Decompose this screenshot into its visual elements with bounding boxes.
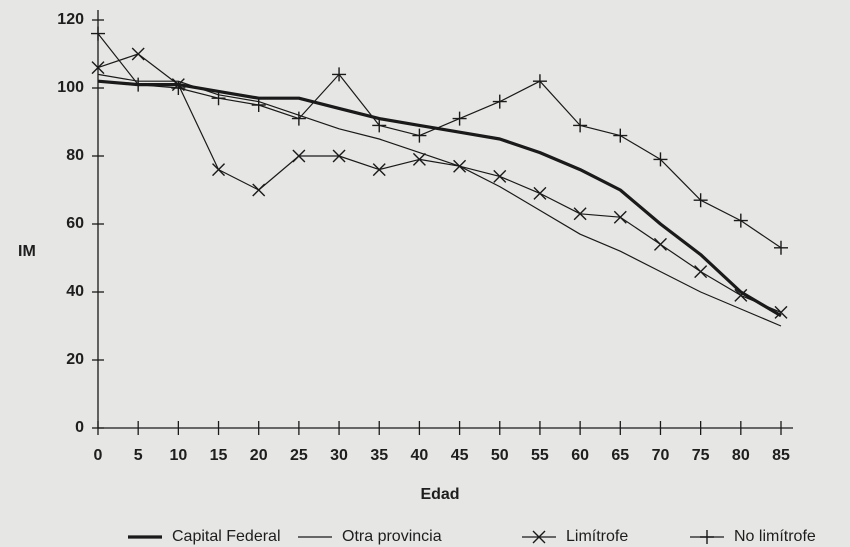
x-tick-label: 20	[250, 447, 268, 464]
y-tick-label: 0	[75, 419, 84, 436]
point-marker	[453, 159, 467, 173]
point-marker	[493, 169, 507, 183]
x-tick-label: 0	[94, 447, 103, 464]
y-tick-label: 100	[57, 79, 84, 96]
x-tick-label: 55	[531, 447, 549, 464]
point-marker	[573, 118, 588, 133]
y-tick-label: 60	[66, 215, 84, 232]
point-marker	[292, 149, 306, 163]
point-marker	[532, 74, 547, 89]
point-marker	[252, 183, 266, 197]
x-tick-label: 40	[411, 447, 429, 464]
series-line	[97, 73, 782, 327]
point-marker	[613, 128, 628, 143]
point-marker	[774, 305, 788, 319]
x-tick-label: 60	[571, 447, 589, 464]
x-tick-label: 35	[370, 447, 388, 464]
point-marker	[694, 265, 708, 279]
point-marker	[332, 67, 347, 82]
x-tick-label: 75	[692, 447, 710, 464]
x-axis-label: Edad	[420, 486, 459, 503]
point-marker	[291, 111, 306, 126]
x-tick-label: 65	[611, 447, 629, 464]
legend-label: Capital Federal	[172, 528, 281, 545]
point-marker	[91, 26, 105, 41]
y-axis-label: IM	[18, 243, 36, 260]
point-marker	[211, 91, 226, 106]
y-tick-label: 40	[66, 283, 84, 300]
point-marker	[653, 152, 668, 167]
point-marker	[412, 152, 426, 166]
point-marker	[372, 118, 387, 133]
point-marker	[492, 94, 507, 109]
y-tick-label: 20	[66, 351, 84, 368]
x-tick-label: 50	[491, 447, 509, 464]
point-marker	[212, 163, 226, 177]
series-line	[97, 79, 782, 318]
point-marker	[91, 61, 105, 75]
legend-marker	[700, 530, 714, 544]
x-tick-label: 85	[772, 447, 790, 464]
point-marker	[332, 149, 346, 163]
x-tick-label: 30	[330, 447, 348, 464]
point-marker	[171, 81, 186, 95]
point-marker	[533, 186, 547, 200]
x-tick-label: 25	[290, 447, 308, 464]
x-tick-label: 70	[652, 447, 670, 464]
legend-label: No limítrofe	[734, 528, 816, 545]
legend-label: Limítrofe	[566, 528, 628, 545]
x-tick-label: 80	[732, 447, 750, 464]
series-line	[97, 53, 782, 313]
series-line	[97, 33, 782, 249]
point-marker	[131, 47, 145, 61]
legend-label: Otra provincia	[342, 528, 442, 545]
point-marker	[733, 213, 748, 228]
x-tick-label: 15	[210, 447, 228, 464]
point-marker	[372, 163, 386, 177]
point-marker	[653, 237, 667, 251]
point-marker	[131, 77, 146, 92]
point-marker	[412, 128, 427, 143]
x-tick-label: 45	[451, 447, 469, 464]
point-marker	[452, 111, 467, 126]
x-tick-label: 10	[169, 447, 187, 464]
legend-marker	[532, 530, 546, 544]
point-marker	[693, 193, 708, 208]
point-marker	[251, 98, 266, 112]
y-tick-label: 80	[66, 147, 84, 164]
point-marker	[573, 207, 587, 221]
point-marker	[613, 210, 627, 224]
point-marker	[774, 240, 788, 255]
x-tick-label: 5	[134, 447, 143, 464]
point-marker	[734, 288, 748, 302]
y-tick-label: 120	[57, 11, 84, 28]
